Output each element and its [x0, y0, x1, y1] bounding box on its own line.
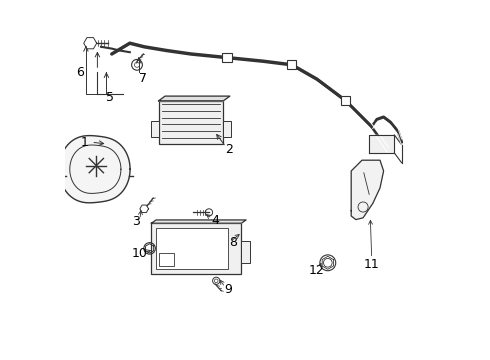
Polygon shape [151, 220, 246, 223]
Polygon shape [84, 37, 97, 49]
Polygon shape [369, 135, 394, 153]
Bar [287, 60, 296, 69]
Text: 8: 8 [229, 237, 238, 249]
Bar [151, 223, 242, 274]
Polygon shape [140, 205, 148, 212]
Text: 12: 12 [308, 264, 324, 277]
Bar [223, 121, 231, 137]
Text: 1: 1 [81, 136, 89, 149]
Bar [242, 241, 250, 263]
Bar [159, 253, 174, 266]
Text: 4: 4 [212, 214, 220, 227]
Text: 3: 3 [132, 215, 140, 228]
Polygon shape [159, 96, 230, 101]
Text: 9: 9 [224, 283, 232, 296]
Bar [159, 101, 223, 144]
Bar [341, 96, 350, 105]
Bar [222, 53, 232, 62]
Text: 11: 11 [364, 258, 380, 271]
Bar [151, 121, 159, 137]
Text: 10: 10 [132, 247, 148, 260]
Polygon shape [59, 136, 130, 203]
Text: 7: 7 [140, 72, 147, 85]
Bar [156, 228, 228, 269]
Text: 2: 2 [225, 143, 233, 156]
Polygon shape [351, 160, 384, 220]
Text: 5: 5 [106, 91, 114, 104]
Text: 6: 6 [76, 66, 84, 78]
